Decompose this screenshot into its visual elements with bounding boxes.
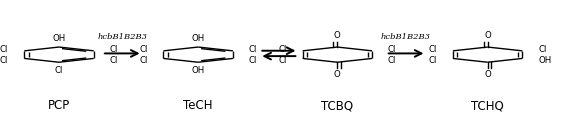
- Text: Cl: Cl: [428, 56, 437, 65]
- Text: O: O: [334, 70, 341, 79]
- Text: Cl: Cl: [388, 56, 397, 65]
- Text: Cl: Cl: [0, 45, 9, 54]
- Text: Cl: Cl: [278, 56, 287, 65]
- Text: Cl: Cl: [388, 45, 397, 54]
- Text: Cl: Cl: [110, 56, 118, 65]
- Text: Cl: Cl: [249, 56, 257, 65]
- Text: Cl: Cl: [0, 56, 9, 65]
- Text: Cl: Cl: [55, 66, 63, 75]
- Text: Cl: Cl: [139, 45, 147, 54]
- Text: OH: OH: [538, 56, 551, 65]
- Text: Cl: Cl: [278, 45, 287, 54]
- Text: Cl: Cl: [249, 45, 257, 54]
- Text: O: O: [334, 31, 341, 40]
- Text: Cl: Cl: [538, 45, 547, 54]
- Text: O: O: [484, 31, 491, 40]
- Text: OH: OH: [52, 34, 65, 43]
- Text: Cl: Cl: [428, 45, 437, 54]
- Text: Cl: Cl: [139, 56, 147, 65]
- Text: PCP: PCP: [48, 99, 70, 112]
- Text: TCHQ: TCHQ: [471, 99, 504, 112]
- Text: hcbB1B2B3: hcbB1B2B3: [97, 33, 147, 41]
- Text: TeCH: TeCH: [183, 99, 213, 112]
- Text: OH: OH: [192, 34, 205, 43]
- Text: OH: OH: [192, 66, 205, 75]
- Text: hcbB1B2B3: hcbB1B2B3: [381, 33, 431, 41]
- Text: TCBQ: TCBQ: [321, 99, 353, 112]
- Text: Cl: Cl: [110, 45, 118, 54]
- Text: O: O: [484, 70, 491, 79]
